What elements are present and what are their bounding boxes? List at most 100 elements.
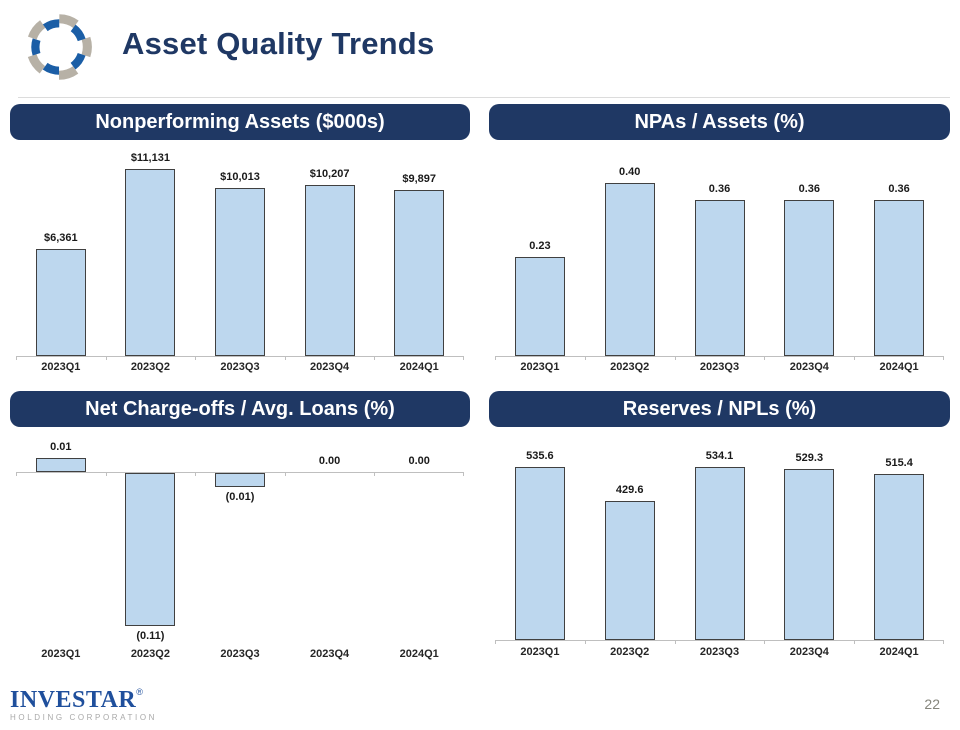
x-axis-label: 2023Q4 <box>789 646 829 658</box>
axis-tick <box>284 472 286 476</box>
bar-value-label: 0.40 <box>618 166 641 178</box>
x-axis-label: 2023Q3 <box>699 646 740 658</box>
bar-value-label: 534.1 <box>705 450 734 462</box>
x-axis-label: 2024Q1 <box>399 648 439 660</box>
registered-mark: ® <box>136 687 143 697</box>
x-axis-label: 2023Q3 <box>220 648 260 660</box>
x-axis-label: 2023Q4 <box>789 361 829 373</box>
bar <box>604 183 655 356</box>
chart-title: Net Charge-offs / Avg. Loans (%) <box>85 397 395 420</box>
plot-area: 0.01 2023Q1 (0.11) 2023Q2 (0.01) 2023Q3 0.00 20… <box>16 427 464 664</box>
chart-panel-npas-assets: NPAs / Assets (%) 0.23 2023Q1 0.40 2023Q2 0.… <box>489 104 950 378</box>
bar-value-label: 0.36 <box>708 183 731 195</box>
axis-tick <box>854 640 856 644</box>
bar-value-label: 0.00 <box>318 455 341 467</box>
x-axis-label: 2023Q1 <box>520 646 560 658</box>
axis-tick <box>195 472 197 476</box>
x-axis-label: 2024Q1 <box>879 646 919 658</box>
x-axis-label: 2023Q1 <box>41 361 81 373</box>
chart-title: Reserves / NPLs (%) <box>622 397 817 420</box>
x-axis-label: 2023Q4 <box>310 361 350 373</box>
x-axis-label: 2023Q1 <box>41 648 81 660</box>
bar <box>694 200 745 356</box>
x-axis-label: 2024Q1 <box>399 361 439 373</box>
footer-brand: INVESTAR® HOLDING CORPORATION <box>10 688 157 722</box>
axis-tick <box>943 640 944 644</box>
bar-value-label: 0.01 <box>50 441 72 453</box>
x-axis-label: 2023Q2 <box>610 361 650 373</box>
bar-value-label: $11,131 <box>130 152 170 164</box>
axis-tick <box>16 356 17 360</box>
chart-title-bar: Net Charge-offs / Avg. Loans (%) <box>10 391 470 427</box>
bar <box>784 200 835 356</box>
axis-tick <box>674 640 676 644</box>
axis-tick <box>374 472 376 476</box>
bar <box>125 473 176 626</box>
page-title: Asset Quality Trends <box>122 26 435 61</box>
bar-value-label: 535.6 <box>526 450 554 462</box>
bar <box>514 257 565 356</box>
bar-value-label: 0.36 <box>888 183 910 195</box>
x-axis-label: 2023Q2 <box>610 646 650 658</box>
axis-tick <box>943 356 944 360</box>
x-axis-line <box>16 472 464 473</box>
bar <box>394 190 445 356</box>
bar-value-label: $10,207 <box>309 168 350 180</box>
x-axis-label: 2023Q4 <box>310 648 350 660</box>
x-axis-label: 2023Q1 <box>520 361 560 373</box>
chart-area-reserves-npls: 535.6 2023Q1 429.6 2023Q2 534.1 2023Q3 529.3 20… <box>489 427 950 664</box>
x-axis-label: 2023Q2 <box>130 361 170 373</box>
axis-tick <box>854 356 856 360</box>
bar <box>514 467 565 640</box>
bar-value-label: 529.3 <box>795 452 824 464</box>
bar-value-label: 0.36 <box>798 183 820 195</box>
x-axis-label: 2023Q2 <box>130 648 170 660</box>
bar-value-label: 0.00 <box>408 455 430 467</box>
x-axis-label: 2023Q3 <box>699 361 740 373</box>
bar-value-label: $9,897 <box>402 173 437 185</box>
bar-value-label: (0.11) <box>136 630 165 642</box>
bar <box>215 473 265 487</box>
bar-value-label: 515.4 <box>885 457 913 469</box>
bar-value-label: 429.6 <box>615 484 644 496</box>
axis-tick <box>764 640 766 644</box>
chart-panel-nonperforming-assets: Nonperforming Assets ($000s) $6,361 2023Q… <box>10 104 470 378</box>
chart-title-bar: Nonperforming Assets ($000s) <box>10 104 470 140</box>
axis-tick <box>105 472 107 476</box>
axis-tick <box>195 356 197 360</box>
bar <box>784 469 835 640</box>
x-axis-line <box>495 640 944 641</box>
plot-area: 0.23 2023Q1 0.40 2023Q2 0.36 2023Q3 0.36 2023Q4… <box>495 140 944 378</box>
x-axis-label: 2024Q1 <box>879 361 919 373</box>
chart-panel-net-charge-offs: Net Charge-offs / Avg. Loans (%) 0.01 202… <box>10 391 470 664</box>
axis-tick <box>16 472 17 476</box>
page-number: 22 <box>924 696 940 712</box>
bar-value-label: $6,361 <box>43 232 78 244</box>
bar <box>874 200 925 356</box>
brand-tagline: HOLDING CORPORATION <box>10 713 158 722</box>
chart-title: Nonperforming Assets ($000s) <box>95 110 385 133</box>
bar-value-label: (0.01) <box>225 491 255 503</box>
bar <box>694 467 745 640</box>
brand-wordmark: INVESTAR <box>10 687 137 713</box>
axis-tick <box>495 356 496 360</box>
chart-area-npas-assets: 0.23 2023Q1 0.40 2023Q2 0.36 2023Q3 0.36 2023Q4… <box>489 140 950 378</box>
axis-tick <box>495 640 496 644</box>
axis-tick <box>584 640 586 644</box>
bar <box>125 169 176 356</box>
bar-value-label: 0.23 <box>529 240 551 252</box>
x-axis-label: 2023Q3 <box>220 361 260 373</box>
axis-tick <box>764 356 766 360</box>
chart-area-net-charge-offs: 0.01 2023Q1 (0.11) 2023Q2 (0.01) 2023Q3 0.00 20… <box>10 427 470 664</box>
bar <box>215 188 265 356</box>
chart-title-bar: Reserves / NPLs (%) <box>489 391 950 427</box>
axis-tick <box>674 356 676 360</box>
bar <box>35 249 86 356</box>
x-axis-line <box>16 356 464 357</box>
investar-swirl-icon <box>26 14 92 80</box>
chart-title: NPAs / Assets (%) <box>634 110 805 133</box>
chart-panel-reserves-npls: Reserves / NPLs (%) 535.6 2023Q1 429.6 2023… <box>489 391 950 664</box>
axis-tick <box>463 472 464 476</box>
bar <box>604 501 655 640</box>
